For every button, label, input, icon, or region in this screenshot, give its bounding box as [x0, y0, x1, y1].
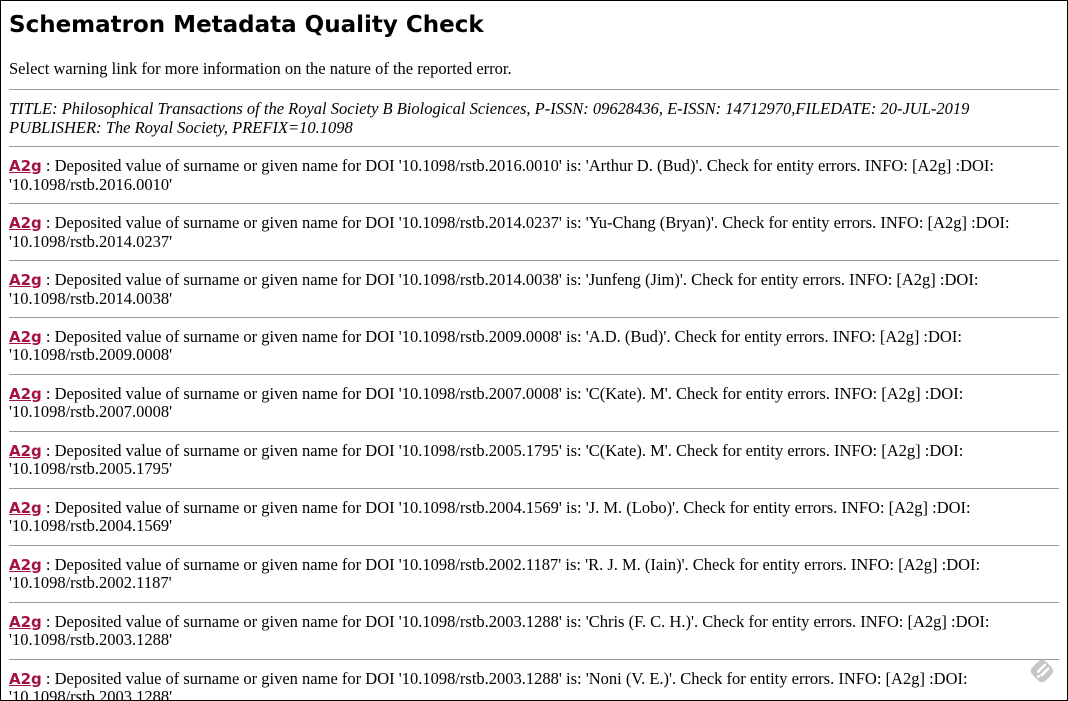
- warning-row: A2g : Deposited value of surname or give…: [9, 554, 1059, 603]
- warning-message: : Deposited value of surname or given na…: [9, 440, 964, 479]
- warning-code-link[interactable]: A2g: [9, 498, 42, 517]
- warning-message: : Deposited value of surname or given na…: [9, 270, 979, 308]
- divider: [9, 544, 1059, 546]
- page-title: Schematron Metadata Quality Check: [9, 12, 484, 38]
- warning-message: : Deposited value of surname or given na…: [9, 668, 968, 701]
- divider: [9, 89, 1059, 91]
- warning-code-link[interactable]: A2g: [9, 384, 42, 403]
- warning-row: A2g : Deposited value of surname or give…: [9, 440, 1059, 489]
- warning-message: : Deposited value of surname or given na…: [9, 611, 990, 650]
- pen-diamond-icon: [1030, 659, 1054, 683]
- divider: [9, 146, 1059, 148]
- divider: [9, 430, 1059, 432]
- warning-message: : Deposited value of surname or given na…: [9, 213, 1010, 251]
- warning-row: A2g : Deposited value of surname or give…: [9, 383, 1059, 432]
- warning-message: : Deposited value of surname or given na…: [9, 497, 971, 536]
- warning-code-link[interactable]: A2g: [9, 441, 42, 460]
- warning-row: A2g : Deposited value of surname or give…: [9, 213, 1059, 262]
- warning-code-link[interactable]: A2g: [9, 612, 42, 631]
- divider: [9, 260, 1059, 262]
- divider: [9, 601, 1059, 603]
- journal-metadata-line: TITLE: Philosophical Transactions of the…: [9, 99, 970, 137]
- divider: [9, 373, 1059, 375]
- warning-row: A2g : Deposited value of surname or give…: [9, 668, 1059, 701]
- instructions-text: Select warning link for more information…: [9, 58, 512, 78]
- divider: [9, 203, 1059, 205]
- warning-row: A2g : Deposited value of surname or give…: [9, 156, 1059, 205]
- warning-code-link[interactable]: A2g: [9, 271, 42, 290]
- warning-code-link[interactable]: A2g: [9, 327, 42, 346]
- warning-row: A2g : Deposited value of surname or give…: [9, 270, 1059, 318]
- warnings-list: A2g : Deposited value of surname or give…: [9, 156, 1059, 701]
- warning-message: : Deposited value of surname or given na…: [9, 554, 981, 593]
- warning-code-link[interactable]: A2g: [9, 669, 42, 688]
- warning-code-link[interactable]: A2g: [9, 214, 42, 233]
- divider: [9, 658, 1059, 660]
- divider: [9, 316, 1059, 318]
- floating-extension-widget[interactable]: [1026, 655, 1058, 687]
- divider: [9, 487, 1059, 489]
- warning-row: A2g : Deposited value of surname or give…: [9, 497, 1059, 546]
- warning-row: A2g : Deposited value of surname or give…: [9, 611, 1059, 660]
- warning-message: : Deposited value of surname or given na…: [9, 383, 964, 422]
- warning-row: A2g : Deposited value of surname or give…: [9, 326, 1059, 375]
- warning-code-link[interactable]: A2g: [9, 555, 42, 574]
- warning-message: : Deposited value of surname or given na…: [9, 156, 995, 194]
- warning-message: : Deposited value of surname or given na…: [9, 326, 962, 365]
- warning-code-link[interactable]: A2g: [9, 157, 42, 176]
